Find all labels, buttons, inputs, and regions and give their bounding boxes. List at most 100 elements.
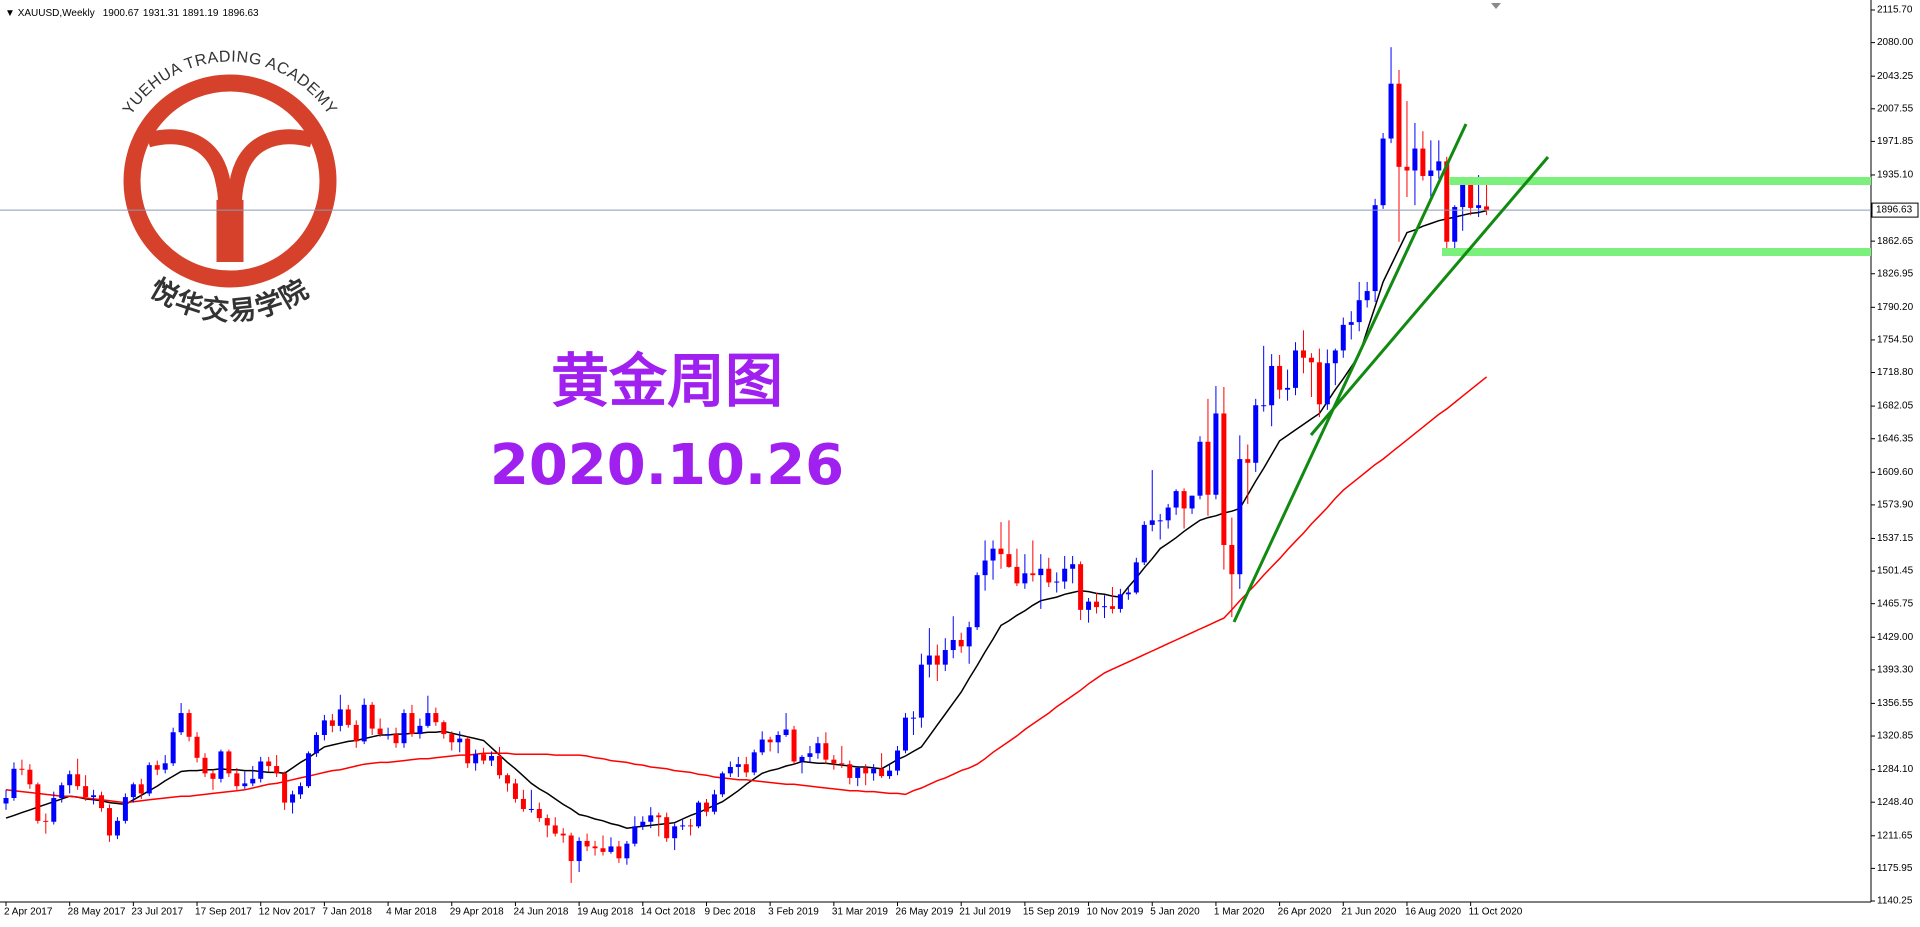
candle-body bbox=[1340, 324, 1346, 351]
candle-body bbox=[1117, 594, 1123, 609]
x-tick-label: 17 Sep 2017 bbox=[195, 907, 252, 918]
candle-body bbox=[624, 843, 630, 859]
chart-header: ▼ XAUUSD,Weekly 1900.67 1931.31 1891.19 1896… bbox=[5, 8, 259, 19]
candle-body bbox=[1261, 405, 1267, 407]
x-tick-label: 5 Jan 2020 bbox=[1150, 907, 1200, 918]
candle-body bbox=[688, 825, 694, 827]
open-value: 1900.67 bbox=[103, 8, 140, 19]
candle-body bbox=[457, 738, 463, 743]
candle-body bbox=[35, 784, 41, 821]
candle-body bbox=[250, 778, 256, 784]
candle-body bbox=[544, 818, 550, 826]
chart-subtitle: 2020.10.26 bbox=[490, 433, 844, 498]
candle-body bbox=[576, 840, 582, 862]
logo-left-inner bbox=[169, 148, 218, 201]
x-tick-label: 26 May 2019 bbox=[896, 907, 954, 918]
candle-body bbox=[1022, 573, 1028, 584]
y-tick-label: 1465.75 bbox=[1877, 598, 1914, 609]
x-tick-label: 1 Mar 2020 bbox=[1214, 907, 1265, 918]
candle-body bbox=[43, 820, 49, 822]
trend-line bbox=[1232, 123, 1468, 623]
candle-body bbox=[990, 548, 996, 561]
candle-body bbox=[504, 775, 510, 784]
candle-body bbox=[433, 713, 439, 723]
y-tick-label: 1393.30 bbox=[1877, 664, 1914, 675]
candle-body bbox=[154, 765, 160, 770]
y-tick-label: 1718.80 bbox=[1877, 367, 1914, 378]
plot-area: 1140.25 1175.95 1211.65 1248.40 1284.10 1320.… bbox=[0, 5, 1919, 918]
candle-body bbox=[703, 802, 709, 812]
candle-body bbox=[656, 815, 662, 818]
trend-line bbox=[1309, 156, 1550, 436]
candle-body bbox=[465, 738, 471, 764]
candle-body bbox=[1253, 405, 1259, 463]
support-zone bbox=[1442, 248, 1871, 256]
scroll-marker bbox=[1491, 3, 1501, 9]
logo-left-arm bbox=[146, 129, 232, 262]
candle-body bbox=[1054, 581, 1060, 583]
y-tick-label: 2043.25 bbox=[1877, 71, 1914, 82]
candle-body bbox=[401, 713, 407, 744]
candle-body bbox=[1030, 573, 1036, 576]
candle-body bbox=[831, 759, 837, 764]
candle-body bbox=[170, 732, 176, 764]
candle-body bbox=[1412, 148, 1418, 171]
candle-body bbox=[1316, 362, 1322, 405]
candle-body bbox=[1476, 205, 1482, 208]
candle-body bbox=[1444, 161, 1450, 242]
candle-body bbox=[1101, 606, 1107, 608]
candle-body bbox=[616, 846, 622, 859]
candle-body bbox=[282, 773, 288, 803]
candle-body bbox=[1086, 601, 1092, 610]
candle-body bbox=[1038, 568, 1044, 576]
candle-body bbox=[1109, 606, 1115, 609]
candle-body bbox=[1014, 566, 1020, 584]
candle-body bbox=[958, 639, 964, 647]
candle-body bbox=[441, 722, 447, 735]
candle-body bbox=[823, 743, 829, 760]
candle-body bbox=[130, 784, 136, 798]
candle-body bbox=[807, 753, 813, 757]
y-tick-label: 1826.95 bbox=[1877, 268, 1914, 279]
current-price-label: 1896.63 bbox=[1876, 205, 1913, 216]
candle-body bbox=[560, 833, 566, 836]
candle-body bbox=[377, 728, 383, 735]
candle-body bbox=[1372, 205, 1378, 292]
x-tick-label: 9 Dec 2018 bbox=[704, 907, 756, 918]
candle-body bbox=[489, 755, 495, 761]
y-tick-label: 1537.15 bbox=[1877, 533, 1914, 544]
y-tick-label: 1790.20 bbox=[1877, 302, 1914, 313]
candle-body bbox=[210, 773, 216, 779]
logo-right-arm bbox=[228, 129, 314, 262]
resistance-zone bbox=[1449, 177, 1871, 185]
candle-body bbox=[584, 840, 590, 847]
x-tick-label: 16 Aug 2020 bbox=[1405, 907, 1462, 918]
candle-body bbox=[664, 817, 670, 839]
candle-body bbox=[568, 835, 574, 862]
candle-body bbox=[83, 786, 89, 798]
x-tick-label: 28 May 2017 bbox=[68, 907, 126, 918]
y-tick-label: 1501.45 bbox=[1877, 566, 1914, 577]
candle-body bbox=[1006, 554, 1012, 567]
candle-body bbox=[696, 802, 702, 827]
candle-body bbox=[1332, 350, 1338, 364]
candle-body bbox=[138, 784, 144, 794]
candle-body bbox=[393, 734, 399, 744]
y-tick-label: 1248.40 bbox=[1877, 797, 1914, 808]
candle-body bbox=[974, 575, 980, 628]
candle-body bbox=[1173, 491, 1179, 508]
y-tick-label: 1140.25 bbox=[1877, 896, 1913, 907]
x-tick-label: 11 Oct 2020 bbox=[1469, 907, 1523, 918]
candle-body bbox=[552, 825, 558, 834]
candle-body bbox=[3, 798, 9, 804]
moving-average-line bbox=[5, 376, 1488, 804]
candle-body bbox=[871, 768, 877, 774]
candle-body bbox=[1269, 365, 1275, 406]
candle-body bbox=[51, 798, 57, 822]
candle-body bbox=[600, 848, 606, 852]
candle-body bbox=[1436, 161, 1442, 171]
candle-body bbox=[942, 650, 948, 665]
candle-body bbox=[162, 763, 168, 770]
header-arrow: ▼ bbox=[5, 8, 18, 19]
y-tick-label: 1935.10 bbox=[1877, 170, 1914, 181]
